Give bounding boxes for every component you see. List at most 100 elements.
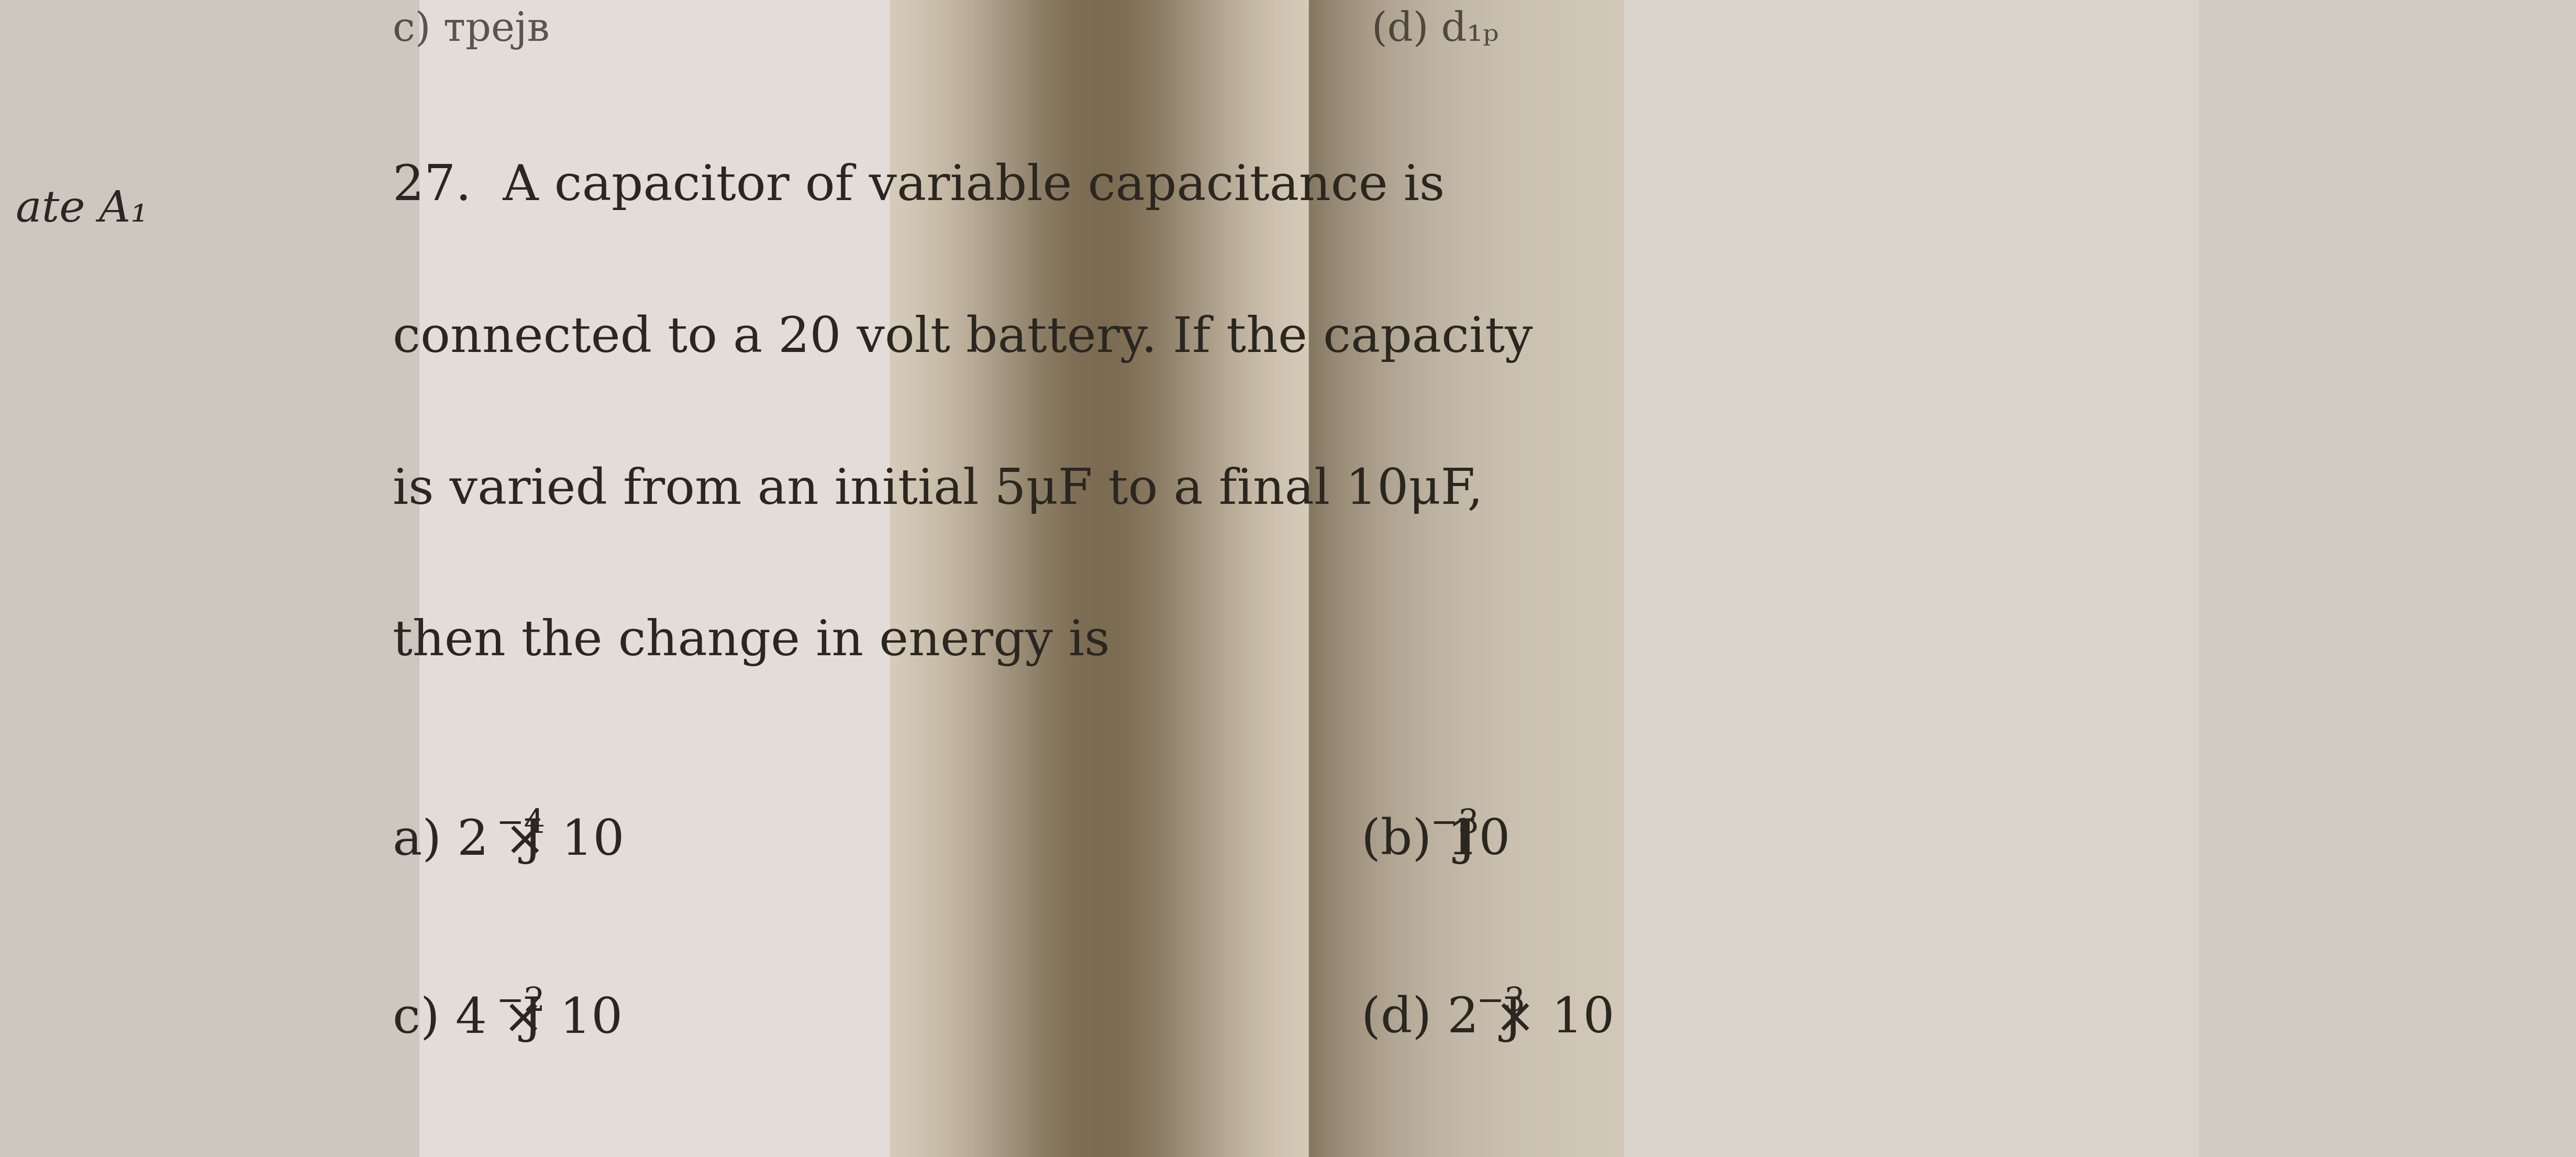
Bar: [1391, 0, 1396, 1157]
Bar: [1108, 0, 1110, 1157]
Bar: [1450, 0, 1455, 1157]
Bar: [956, 0, 958, 1157]
Bar: [1182, 0, 1185, 1157]
Bar: [1587, 0, 1592, 1157]
Bar: [1427, 0, 1430, 1157]
Bar: [1396, 0, 1399, 1157]
Bar: [1159, 0, 1162, 1157]
Bar: [1033, 0, 1036, 1157]
Bar: [1090, 0, 1092, 1157]
Bar: [902, 0, 904, 1157]
Bar: [1185, 0, 1188, 1157]
Bar: [1267, 0, 1270, 1157]
Bar: [1023, 0, 1025, 1157]
Bar: [1038, 0, 1041, 1157]
Bar: [1048, 0, 1051, 1157]
Bar: [1373, 0, 1376, 1157]
Bar: [1121, 0, 1123, 1157]
Bar: [1324, 0, 1329, 1157]
Bar: [1110, 0, 1113, 1157]
Bar: [914, 0, 917, 1157]
Bar: [920, 0, 922, 1157]
Bar: [909, 0, 912, 1157]
Bar: [927, 0, 930, 1157]
Bar: [1584, 0, 1587, 1157]
Text: is varied from an initial 5μF to a final 10μF,: is varied from an initial 5μF to a final…: [392, 466, 1484, 514]
Bar: [1620, 0, 1623, 1157]
Bar: [1414, 0, 1419, 1157]
Text: J: J: [523, 995, 544, 1042]
Text: a) 2 × 10: a) 2 × 10: [392, 817, 623, 864]
Bar: [1383, 0, 1388, 1157]
Bar: [1376, 0, 1381, 1157]
Bar: [1028, 0, 1030, 1157]
Bar: [1010, 0, 1012, 1157]
Bar: [1471, 0, 1473, 1157]
Bar: [1159, 0, 1162, 1157]
Bar: [1303, 0, 1306, 1157]
Bar: [994, 0, 997, 1157]
Bar: [894, 0, 896, 1157]
Bar: [969, 0, 971, 1157]
Bar: [1510, 0, 1515, 1157]
Bar: [945, 0, 948, 1157]
Bar: [1260, 0, 1262, 1157]
Bar: [1203, 0, 1206, 1157]
Bar: [1455, 0, 1458, 1157]
Bar: [1538, 0, 1540, 1157]
Bar: [979, 0, 984, 1157]
Bar: [1548, 0, 1553, 1157]
Bar: [1242, 0, 1244, 1157]
Bar: [1435, 0, 1440, 1157]
Bar: [1149, 0, 1151, 1157]
Bar: [1139, 0, 1141, 1157]
Bar: [1249, 0, 1252, 1157]
Bar: [1133, 0, 1136, 1157]
Bar: [1061, 0, 1064, 1157]
Bar: [1301, 0, 1303, 1157]
Bar: [943, 0, 945, 1157]
Bar: [1517, 0, 1522, 1157]
Bar: [1381, 0, 1383, 1157]
Bar: [1012, 0, 1015, 1157]
Bar: [1262, 0, 1265, 1157]
Bar: [1486, 0, 1489, 1157]
Bar: [904, 0, 907, 1157]
Bar: [938, 0, 940, 1157]
Bar: [1012, 0, 1018, 1157]
Bar: [1283, 0, 1285, 1157]
Bar: [945, 0, 948, 1157]
Bar: [1314, 0, 1316, 1157]
Bar: [958, 0, 961, 1157]
Bar: [1525, 0, 1530, 1157]
Bar: [1546, 0, 1548, 1157]
Bar: [969, 0, 971, 1157]
Bar: [1600, 0, 1605, 1157]
Bar: [912, 0, 914, 1157]
Text: −4: −4: [497, 809, 546, 840]
Bar: [1265, 0, 1267, 1157]
Text: connected to a 20 volt battery. If the capacity: connected to a 20 volt battery. If the c…: [392, 315, 1533, 363]
Bar: [1561, 0, 1564, 1157]
Bar: [1162, 0, 1164, 1157]
Bar: [1556, 0, 1561, 1157]
Bar: [1247, 0, 1249, 1157]
Bar: [948, 0, 951, 1157]
Bar: [999, 0, 1002, 1157]
Bar: [1489, 0, 1494, 1157]
Bar: [1226, 0, 1229, 1157]
Bar: [1602, 0, 1607, 1157]
Bar: [1231, 0, 1234, 1157]
Bar: [1473, 0, 1479, 1157]
Bar: [1293, 0, 1296, 1157]
Bar: [1270, 0, 1275, 1157]
Bar: [1298, 0, 1301, 1157]
Bar: [1306, 0, 1309, 1157]
Bar: [1115, 0, 1118, 1157]
Bar: [1054, 0, 1056, 1157]
Bar: [1466, 0, 1471, 1157]
Bar: [1260, 0, 1262, 1157]
Bar: [902, 0, 904, 1157]
Bar: [1115, 0, 1118, 1157]
Bar: [1074, 0, 1077, 1157]
